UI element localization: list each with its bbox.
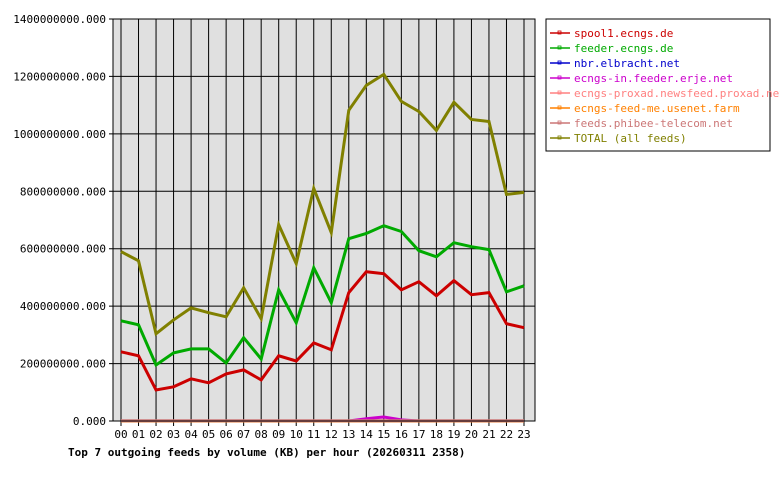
- x-axis: 00 01 02 03 04 05 06 07 08 09 10 11 12 13 14 15 16 17 18 19…: [114, 428, 530, 441]
- legend-marker: [557, 90, 562, 95]
- legend-label: feeds.phibee-telecom.net: [574, 117, 733, 130]
- legend-item: feeder.ecngs.de: [550, 42, 673, 55]
- x-tick-label: 19: [447, 428, 460, 441]
- x-tick-label: 04: [184, 428, 198, 441]
- x-tick-label: 16: [395, 428, 408, 441]
- legend-item: ecngs-feed-me.usenet.farm: [550, 102, 740, 115]
- plot-border: [112, 18, 536, 422]
- legend-marker: [557, 105, 562, 110]
- y-axis: 0.000 200000000.000 400000000.000 600000000…: [13, 13, 106, 428]
- series-line: [120, 270, 525, 392]
- legend-item: ecngs-in.feeder.erje.net: [550, 72, 733, 85]
- legend-marker: [557, 45, 562, 50]
- x-tick-label: 21: [482, 428, 495, 441]
- x-tick-label: 15: [377, 428, 390, 441]
- legend-item: spool1.ecngs.de: [550, 27, 673, 40]
- y-tick-label: 400000000.000: [20, 300, 106, 313]
- y-tick-label: 1200000000.000: [13, 70, 106, 83]
- legend-marker: [557, 135, 562, 140]
- legend-label: ecngs-proxad.newsfeed.proxad.net: [574, 87, 780, 100]
- x-tick-label: 10: [290, 428, 303, 441]
- y-tick-label: 800000000.000: [20, 185, 106, 198]
- x-tick-label: 09: [272, 428, 285, 441]
- x-tick-label: 02: [149, 428, 162, 441]
- legend-label: ecngs-feed-me.usenet.farm: [574, 102, 740, 115]
- x-tick-label: 12: [325, 428, 338, 441]
- legend-label: ecngs-in.feeder.erje.net: [574, 72, 733, 85]
- x-tick-label: 08: [255, 428, 268, 441]
- legend-label: feeder.ecngs.de: [574, 42, 673, 55]
- legend: spool1.ecngs.de feeder.ecngs.de nbr.elbrac…: [545, 18, 780, 152]
- grid: [109, 18, 535, 426]
- y-tick-label: 600000000.000: [20, 243, 106, 256]
- x-tick-label: 14: [360, 428, 374, 441]
- y-tick-label: 1000000000.000: [13, 128, 106, 141]
- series-line: [120, 224, 525, 368]
- x-tick-label: 07: [237, 428, 250, 441]
- x-tick-label: 13: [342, 428, 355, 441]
- legend-item: ecngs-proxad.newsfeed.proxad.net: [550, 87, 780, 100]
- legend-item: nbr.elbracht.net: [550, 57, 680, 70]
- legend-marker: [557, 120, 562, 125]
- x-tick-label: 05: [202, 428, 215, 441]
- legend-label: spool1.ecngs.de: [574, 27, 673, 40]
- series-line: [120, 72, 525, 337]
- x-tick-label: 01: [132, 428, 145, 441]
- x-tick-label: 20: [465, 428, 478, 441]
- legend-label: nbr.elbracht.net: [574, 57, 680, 70]
- legend-marker: [557, 75, 562, 80]
- legend-item: TOTAL (all feeds): [550, 132, 687, 145]
- x-tick-label: 00: [114, 428, 127, 441]
- plot-area: [113, 19, 535, 421]
- x-tick-label: 06: [220, 428, 233, 441]
- y-tick-label: 1400000000.000: [13, 13, 106, 26]
- legend-marker: [557, 60, 562, 65]
- y-tick-label: 0.000: [73, 415, 106, 428]
- x-tick-label: 03: [167, 428, 180, 441]
- x-tick-label: 23: [517, 428, 530, 441]
- legend-label: TOTAL (all feeds): [574, 132, 687, 145]
- x-tick-label: 22: [500, 428, 513, 441]
- y-tick-label: 200000000.000: [20, 358, 106, 371]
- chart-title: Top 7 outgoing feeds by volume (KB) per …: [68, 446, 465, 459]
- x-tick-label: 11: [307, 428, 320, 441]
- x-tick-label: 17: [412, 428, 425, 441]
- legend-item: feeds.phibee-telecom.net: [550, 117, 733, 130]
- legend-marker: [557, 30, 562, 35]
- x-tick-label: 18: [430, 428, 443, 441]
